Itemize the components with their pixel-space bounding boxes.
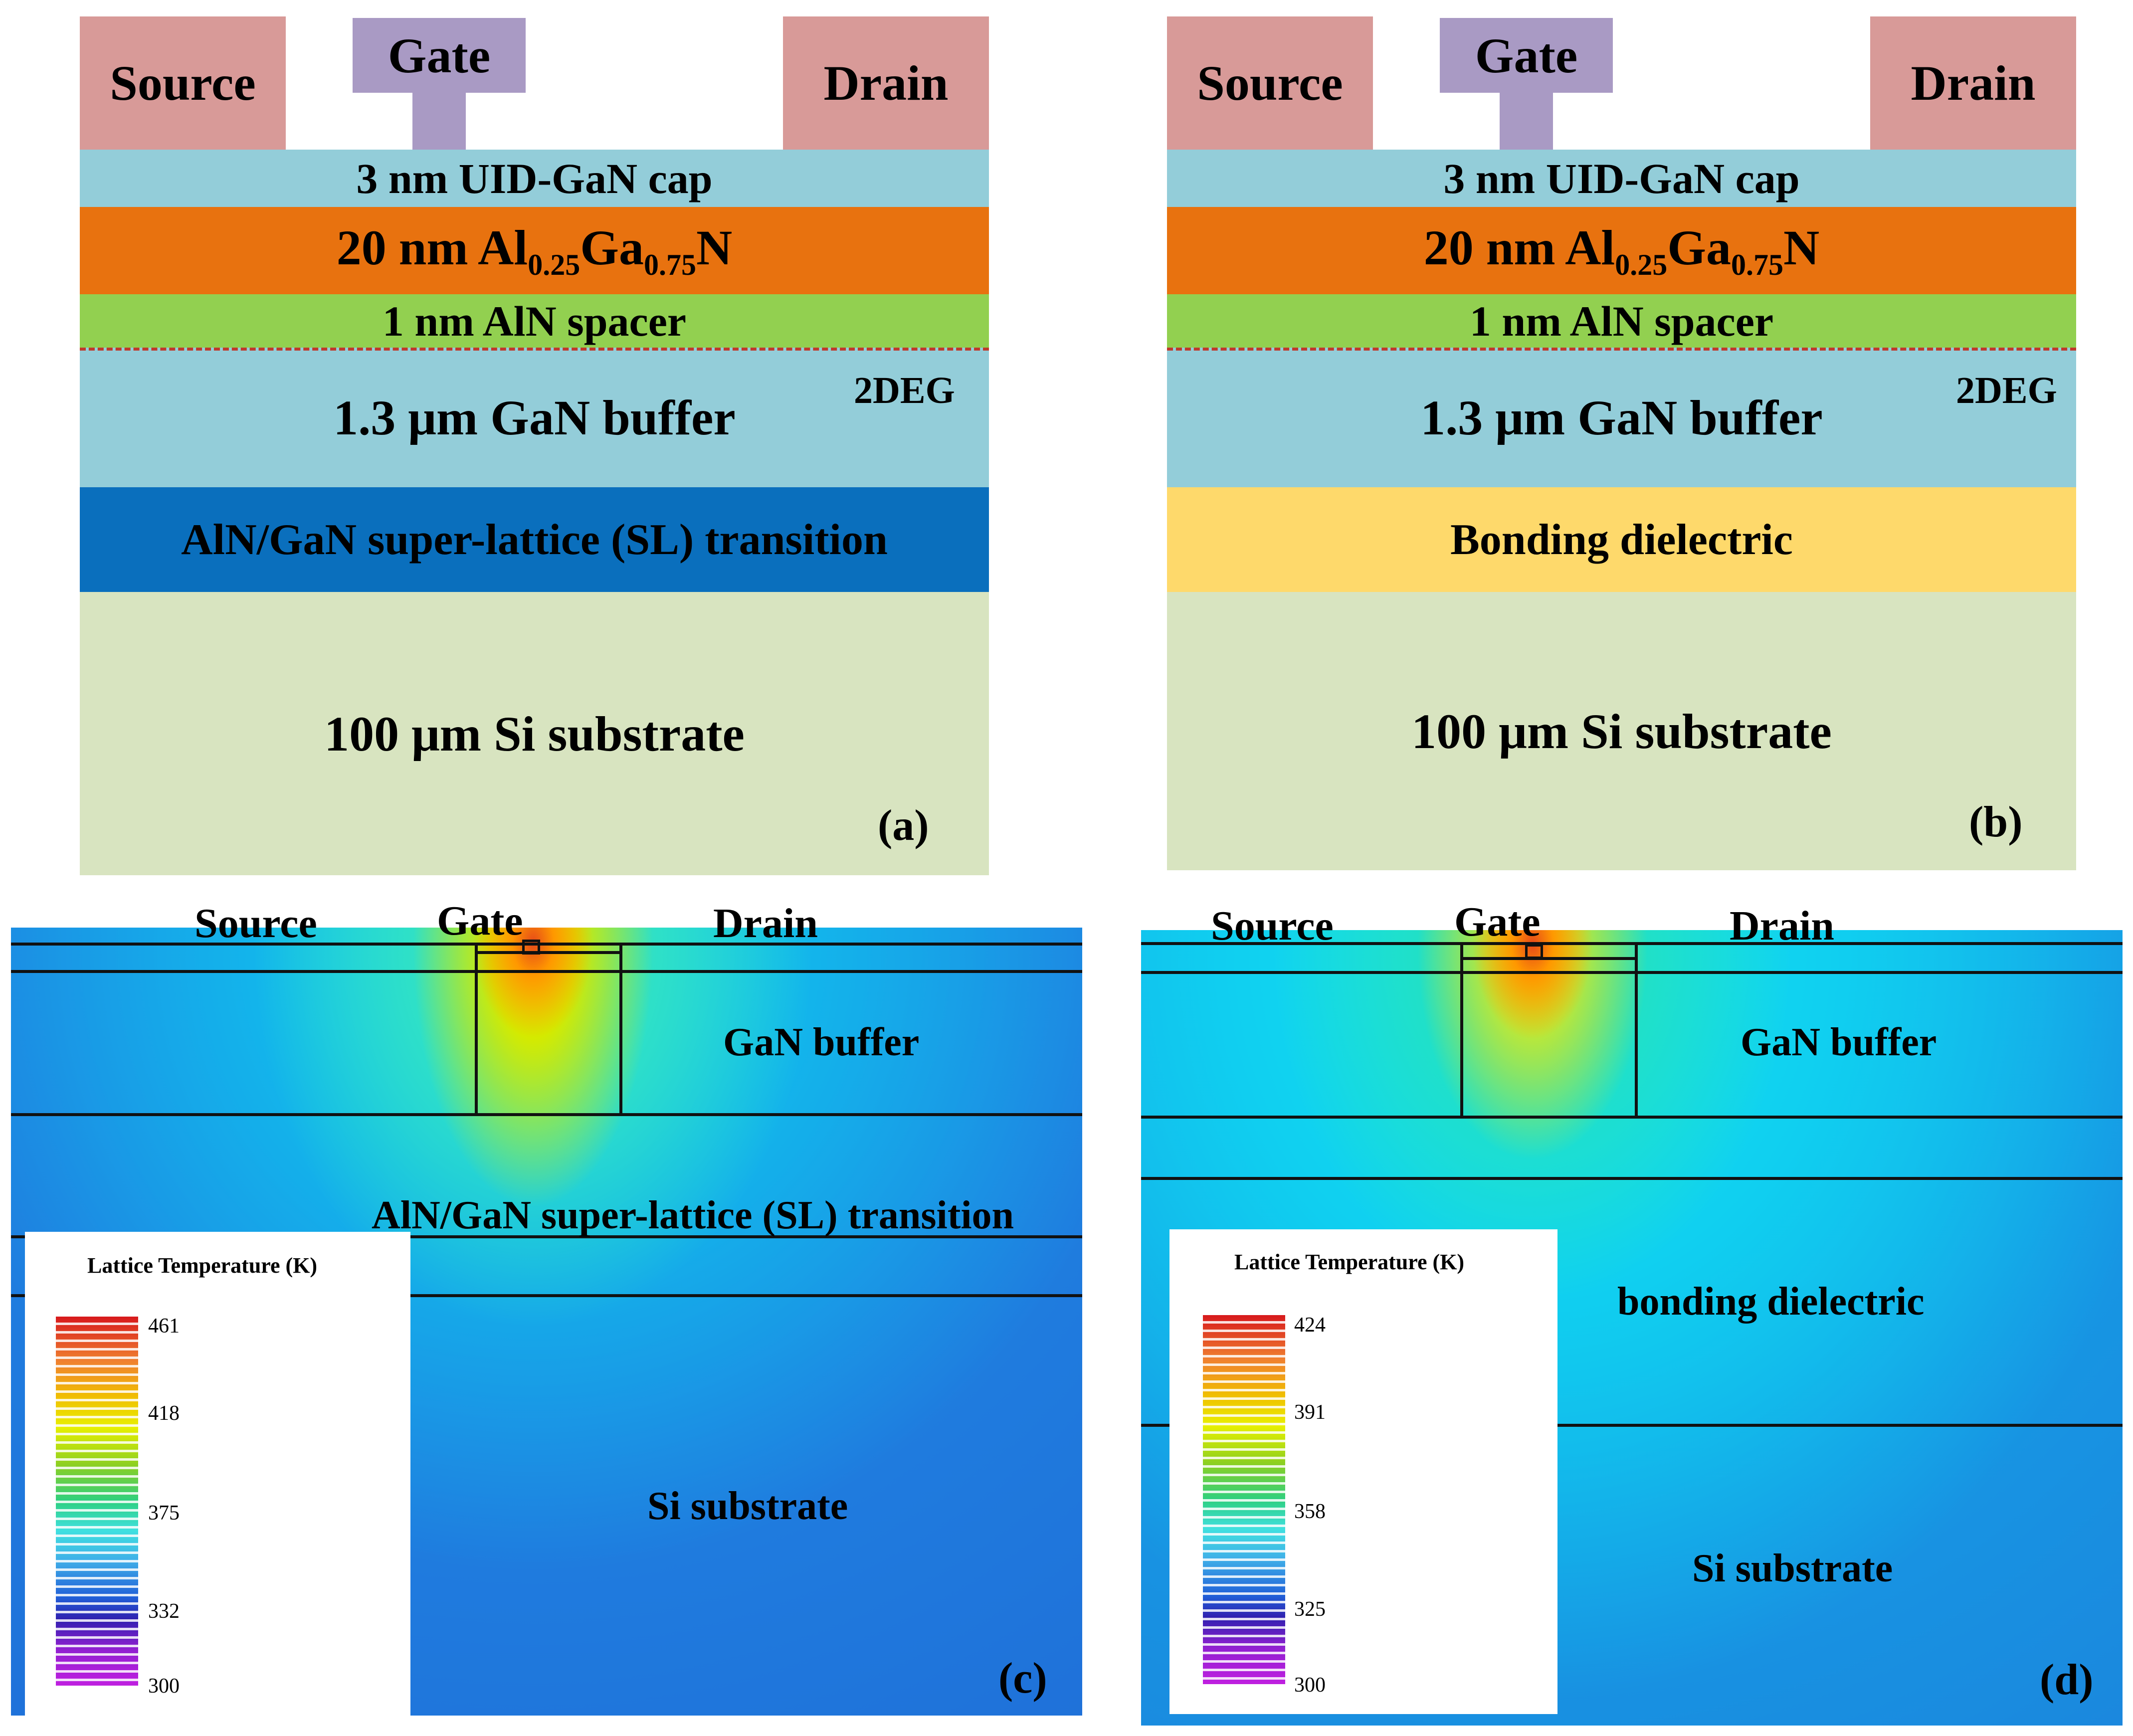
transition-bottom-line [11, 1235, 1082, 1238]
gate-contact: Gate [1440, 18, 1613, 93]
legend-tick-label: 325 [1294, 1598, 1326, 1621]
barrier-line [11, 970, 1082, 973]
gate-stem [1500, 93, 1553, 150]
legend-tick-label: 300 [148, 1675, 180, 1698]
dielectric-label: bonding dielectric [1617, 1280, 1925, 1324]
drain-label: Drain [1911, 55, 2036, 111]
legend-tick-label: 332 [148, 1600, 180, 1623]
source-label: Source [110, 55, 256, 111]
source-contact: Source [80, 16, 286, 150]
surface-line [1141, 942, 2123, 945]
gate-contact-marker [1525, 944, 1543, 959]
buffer-bottom-line [11, 1113, 1082, 1116]
gate-region-top [475, 951, 622, 954]
gate-label: Gate [388, 27, 491, 83]
drain-contact: Drain [783, 16, 989, 150]
substrate-top-line [1141, 1424, 2123, 1427]
gate-region-right [1635, 942, 1638, 1116]
transition-label: AlN/GaN super-lattice (SL) transition [372, 1193, 1014, 1237]
substrate-label: Si substrate [1692, 1546, 1893, 1590]
spacer-label: 1 nm AlN spacer [382, 297, 687, 345]
barrier-layer: 20 nm Al0.25Ga0.75N [1167, 207, 2076, 294]
legend-tick-label: 358 [1294, 1500, 1326, 1523]
substrate-label: Si substrate [647, 1484, 848, 1528]
source-label: Source [194, 900, 317, 947]
substrate-top-line [11, 1294, 1082, 1297]
spacer-label: 1 nm AlN spacer [1469, 297, 1774, 345]
gate-region-top [1460, 957, 1638, 960]
drain-contact: Drain [1870, 16, 2076, 150]
temperature-legend: Lattice Temperature (K) 461 418 375 332 … [25, 1232, 410, 1717]
buffer-label: GaN buffer [1741, 1020, 1937, 1064]
gate-region-left [475, 943, 478, 1113]
buffer-layer: 1.3 μm GaN buffer [80, 348, 989, 487]
color-scale [1203, 1315, 1285, 1684]
source-contact: Source [1167, 16, 1373, 150]
barrier-label: 20 nm Al0.25Ga0.75N [1423, 220, 1820, 281]
cap-layer: 3 nm UID-GaN cap [80, 150, 989, 207]
barrier-layer: 20 nm Al0.25Ga0.75N [80, 207, 989, 294]
legend-tick-label: 461 [148, 1315, 180, 1338]
dielectric-label: Bonding dielectric [1450, 515, 1793, 564]
panel-b: Source Gate Drain 3 nm UID-GaN cap 20 nm… [1167, 16, 2076, 870]
legend-tick-label: 375 [148, 1502, 180, 1525]
buffer-bottom-line [1141, 1116, 2123, 1119]
source-label: Source [1197, 55, 1343, 111]
legend-title: Lattice Temperature (K) [1234, 1250, 1465, 1274]
spacer-layer: 1 nm AlN spacer [1167, 294, 2076, 348]
twodeg-label: 2DEG [1956, 370, 2057, 411]
drain-label: Drain [713, 900, 818, 947]
drain-label: Drain [823, 55, 949, 111]
substrate-label: 100 μm Si substrate [324, 706, 745, 762]
dielectric-top-line [1141, 1177, 2123, 1180]
buffer-label: GaN buffer [723, 1020, 920, 1064]
panel-a: Source Gate Drain 3 nm UID-GaN cap 20 nm… [0, 0, 1047, 888]
surface-line [11, 943, 1082, 946]
temperature-legend: Lattice Temperature (K) 424 391 358 325 … [1169, 1229, 1557, 1714]
color-scale [56, 1317, 138, 1686]
legend-tick-label: 300 [1294, 1674, 1326, 1697]
buffer-label: 1.3 μm GaN buffer [1420, 389, 1823, 445]
substrate-layer: 100 μm Si substrate [80, 592, 989, 875]
panel-a-tag: (a) [878, 801, 929, 850]
gate-contact-marker [522, 940, 540, 955]
gate-region-right [619, 943, 622, 1113]
transition-layer: AlN/GaN super-lattice (SL) transition [80, 487, 989, 592]
legend-title: Lattice Temperature (K) [87, 1253, 318, 1278]
gate-label: Gate [1475, 27, 1578, 83]
cap-label: 3 nm UID-GaN cap [356, 154, 713, 202]
panel-d-tag: (d) [2040, 1656, 2094, 1704]
source-label: Source [1211, 903, 1334, 949]
buffer-label: 1.3 μm GaN buffer [333, 389, 736, 445]
twodeg-line [1167, 348, 2076, 351]
gate-region-left [1460, 942, 1463, 1116]
panel-b-tag: (b) [1969, 798, 2023, 846]
barrier-line [1141, 971, 2123, 974]
legend-tick-label: 391 [1294, 1401, 1326, 1424]
gate-stem [412, 93, 466, 150]
transition-label: AlN/GaN super-lattice (SL) transition [181, 515, 888, 564]
drain-label: Drain [1730, 903, 1834, 949]
gate-label: Gate [1454, 899, 1541, 945]
twodeg-label: 2DEG [854, 370, 955, 411]
substrate-label: 100 μm Si substrate [1411, 703, 1832, 759]
panel-c-tag: (c) [998, 1654, 1047, 1703]
substrate-layer: 100 μm Si substrate [1167, 592, 2076, 870]
gate-label: Gate [437, 898, 523, 944]
twodeg-line [80, 348, 989, 351]
barrier-label: 20 nm Al0.25Ga0.75N [336, 220, 733, 281]
buffer-layer: 1.3 μm GaN buffer [1167, 348, 2076, 487]
dielectric-layer: Bonding dielectric [1167, 487, 2076, 592]
legend-tick-label: 418 [148, 1402, 180, 1425]
legend-tick-label: 424 [1294, 1314, 1326, 1337]
gate-contact: Gate [353, 18, 526, 93]
cap-layer: 3 nm UID-GaN cap [1167, 150, 2076, 207]
cap-label: 3 nm UID-GaN cap [1443, 154, 1800, 202]
spacer-layer: 1 nm AlN spacer [80, 294, 989, 348]
